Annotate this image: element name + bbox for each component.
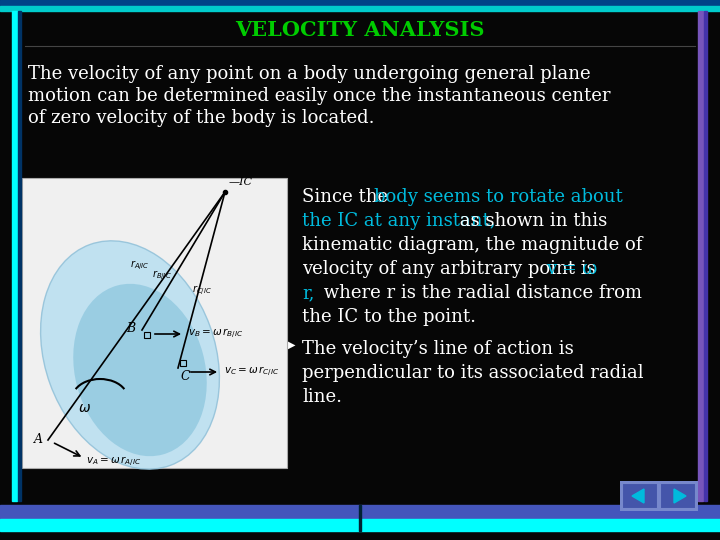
Text: r,: r, xyxy=(302,284,315,302)
Text: perpendicular to its associated radial: perpendicular to its associated radial xyxy=(302,364,644,382)
Bar xyxy=(0,505,720,519)
Bar xyxy=(620,481,698,511)
Bar xyxy=(359,505,361,531)
Text: $r_{A/IC}$: $r_{A/IC}$ xyxy=(130,259,150,273)
Bar xyxy=(22,178,287,468)
Bar xyxy=(144,332,150,338)
Bar xyxy=(622,483,658,509)
Text: the IC to the point.: the IC to the point. xyxy=(302,308,476,326)
Text: line.: line. xyxy=(302,388,342,406)
Text: —IC: —IC xyxy=(229,177,253,187)
Text: body seems to rotate about: body seems to rotate about xyxy=(374,188,623,206)
Ellipse shape xyxy=(73,284,207,456)
Text: $r_{B/IC}$: $r_{B/IC}$ xyxy=(152,269,171,283)
Text: A: A xyxy=(34,433,43,446)
Text: as shown in this: as shown in this xyxy=(454,212,607,230)
Bar xyxy=(18,11,21,501)
Bar xyxy=(12,11,17,501)
Text: motion can be determined easily once the instantaneous center: motion can be determined easily once the… xyxy=(28,87,611,105)
Bar xyxy=(180,360,186,366)
Text: $v_A = \omega\, r_{A/IC}$: $v_A = \omega\, r_{A/IC}$ xyxy=(86,455,141,469)
Bar xyxy=(704,11,707,501)
Text: velocity of any arbitrary point is: velocity of any arbitrary point is xyxy=(302,260,601,278)
Ellipse shape xyxy=(40,241,220,469)
Bar xyxy=(0,519,720,531)
Text: $r_{C/IC}$: $r_{C/IC}$ xyxy=(192,284,212,298)
Text: of zero velocity of the body is located.: of zero velocity of the body is located. xyxy=(28,109,374,127)
Polygon shape xyxy=(632,489,644,503)
Bar xyxy=(660,483,696,509)
Bar xyxy=(0,0,720,6)
Text: v = ω: v = ω xyxy=(546,260,598,278)
Text: The velocity’s line of action is: The velocity’s line of action is xyxy=(302,340,574,358)
Text: B: B xyxy=(126,322,135,335)
Text: ▶: ▶ xyxy=(288,340,295,350)
Text: where r is the radial distance from: where r is the radial distance from xyxy=(318,284,642,302)
Text: $v_C = \omega\, r_{C/IC}$: $v_C = \omega\, r_{C/IC}$ xyxy=(224,365,279,379)
Bar xyxy=(0,6,720,11)
Text: C: C xyxy=(181,370,191,383)
Text: $\omega$: $\omega$ xyxy=(78,401,91,415)
Text: The velocity of any point on a body undergoing general plane: The velocity of any point on a body unde… xyxy=(28,65,590,83)
Text: the IC at any instant,: the IC at any instant, xyxy=(302,212,495,230)
Text: kinematic diagram, the magnitude of: kinematic diagram, the magnitude of xyxy=(302,236,642,254)
Polygon shape xyxy=(674,489,686,503)
Text: $v_B = \omega\, r_{B/IC}$: $v_B = \omega\, r_{B/IC}$ xyxy=(188,327,243,341)
Text: VELOCITY ANALYSIS: VELOCITY ANALYSIS xyxy=(235,20,485,40)
Bar xyxy=(698,11,703,501)
Text: Since the: Since the xyxy=(302,188,394,206)
